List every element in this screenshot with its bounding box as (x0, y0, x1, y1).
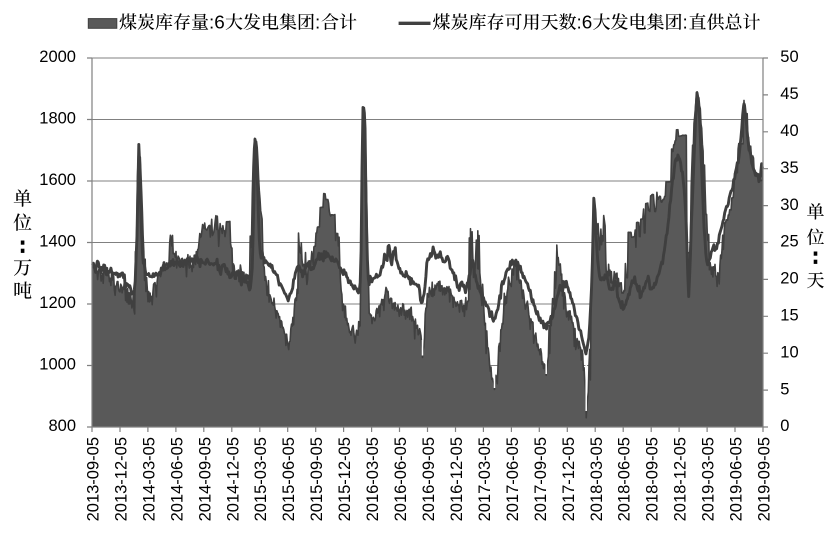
svg-text:2015-12-05: 2015-12-05 (336, 437, 354, 521)
svg-text:15: 15 (780, 307, 798, 325)
svg-text:2016-12-05: 2016-12-05 (448, 437, 466, 521)
svg-text:2014-09-05: 2014-09-05 (196, 437, 214, 521)
svg-text:2014-03-05: 2014-03-05 (140, 437, 158, 521)
svg-text:45: 45 (780, 85, 798, 103)
svg-text:2013-12-05: 2013-12-05 (113, 437, 131, 521)
svg-text:1000: 1000 (39, 356, 76, 374)
svg-text:40: 40 (780, 122, 798, 140)
svg-text::6: :6 (209, 13, 225, 34)
svg-text:2015-03-05: 2015-03-05 (252, 437, 270, 521)
svg-text:2018-06-05: 2018-06-05 (616, 437, 634, 521)
svg-text:2019-03-05: 2019-03-05 (700, 437, 718, 521)
svg-text:2017-03-05: 2017-03-05 (476, 437, 494, 521)
svg-text:2018-03-05: 2018-03-05 (588, 437, 606, 521)
svg-text:2019-06-05: 2019-06-05 (728, 437, 746, 521)
svg-text:0: 0 (780, 417, 789, 435)
svg-text::6: :6 (577, 13, 593, 34)
svg-text:2019-09-05: 2019-09-05 (756, 437, 774, 521)
svg-text:1400: 1400 (39, 233, 76, 251)
svg-text:35: 35 (780, 159, 798, 177)
svg-text:2017-06-05: 2017-06-05 (504, 437, 522, 521)
svg-text:1200: 1200 (39, 294, 76, 312)
svg-text:2017-09-05: 2017-09-05 (532, 437, 550, 521)
svg-text:20: 20 (780, 270, 798, 288)
svg-text:50: 50 (780, 48, 798, 66)
svg-text:2014-12-05: 2014-12-05 (224, 437, 242, 521)
svg-text:2013-09-05: 2013-09-05 (85, 437, 103, 521)
svg-text:2014-06-05: 2014-06-05 (168, 437, 186, 521)
svg-text:30: 30 (780, 196, 798, 214)
svg-text:2000: 2000 (39, 48, 76, 66)
svg-text::: : (683, 13, 688, 34)
svg-text:2016-06-05: 2016-06-05 (392, 437, 410, 521)
svg-text:1600: 1600 (39, 171, 76, 189)
svg-text:10: 10 (780, 343, 798, 361)
svg-text:2018-12-05: 2018-12-05 (672, 437, 690, 521)
svg-text:2015-09-05: 2015-09-05 (308, 437, 326, 521)
svg-text:2018-09-05: 2018-09-05 (644, 437, 662, 521)
svg-text::: : (315, 13, 320, 34)
svg-text:2017-12-05: 2017-12-05 (560, 437, 578, 521)
svg-text:2015-06-05: 2015-06-05 (280, 437, 298, 521)
svg-text:2016-09-05: 2016-09-05 (420, 437, 438, 521)
svg-text:1800: 1800 (39, 110, 76, 128)
svg-text:800: 800 (48, 417, 76, 435)
svg-text:2016-03-05: 2016-03-05 (364, 437, 382, 521)
svg-text:25: 25 (780, 233, 798, 251)
svg-text:5: 5 (780, 380, 789, 398)
